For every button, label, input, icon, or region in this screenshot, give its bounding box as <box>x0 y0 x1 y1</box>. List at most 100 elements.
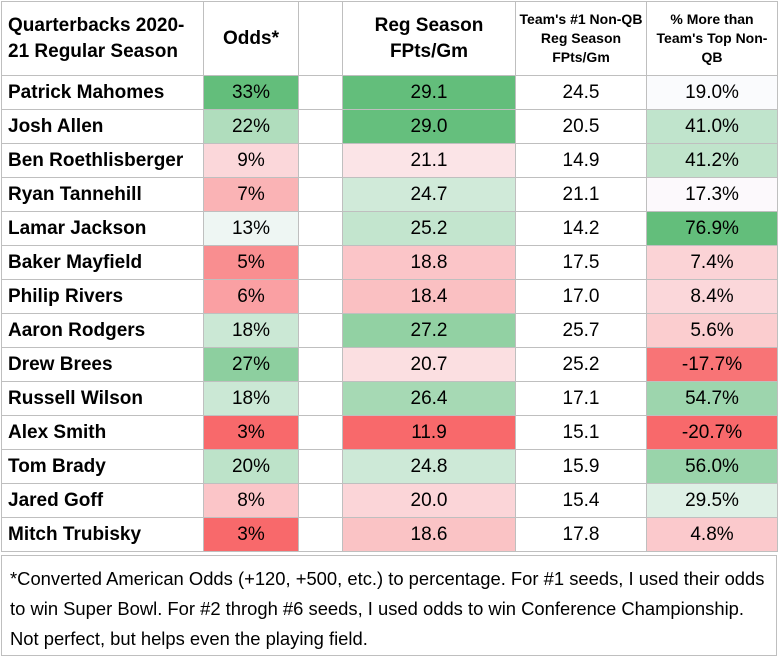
non-qb-cell: 15.9 <box>515 449 647 484</box>
spacer-cell <box>298 143 343 178</box>
pct-more-cell: 5.6% <box>646 313 778 348</box>
table-row: Patrick Mahomes 33% 29.1 24.5 19.0% <box>1 75 778 110</box>
header-non-qb: Team's #1 Non-QB Reg Season FPts/Gm <box>515 1 647 76</box>
table-row: Jared Goff 8% 20.0 15.4 29.5% <box>1 483 778 518</box>
reg-season-cell: 29.1 <box>342 75 516 110</box>
qb-name-cell: Patrick Mahomes <box>1 75 204 110</box>
pct-more-cell: 56.0% <box>646 449 778 484</box>
odds-cell: 7% <box>203 177 299 212</box>
header-row: Quarterbacks 2020-21 Regular Season Odds… <box>1 1 778 76</box>
reg-season-cell: 20.7 <box>342 347 516 382</box>
pct-more-cell: 41.0% <box>646 109 778 144</box>
odds-cell: 20% <box>203 449 299 484</box>
table-row: Lamar Jackson 13% 25.2 14.2 76.9% <box>1 211 778 246</box>
pct-more-cell: 76.9% <box>646 211 778 246</box>
header-odds: Odds* <box>203 1 299 76</box>
pct-more-cell: 8.4% <box>646 279 778 314</box>
pct-more-cell: -17.7% <box>646 347 778 382</box>
non-qb-cell: 17.0 <box>515 279 647 314</box>
table-body: Patrick Mahomes 33% 29.1 24.5 19.0% Josh Alle… <box>1 75 778 552</box>
non-qb-cell: 15.1 <box>515 415 647 450</box>
non-qb-cell: 21.1 <box>515 177 647 212</box>
qb-name-cell: Russell Wilson <box>1 381 204 416</box>
odds-cell: 3% <box>203 415 299 450</box>
spacer-cell <box>298 211 343 246</box>
reg-season-cell: 24.7 <box>342 177 516 212</box>
table-row: Ben Roethlisberger 9% 21.1 14.9 41.2% <box>1 143 778 178</box>
odds-cell: 22% <box>203 109 299 144</box>
non-qb-cell: 20.5 <box>515 109 647 144</box>
odds-cell: 5% <box>203 245 299 280</box>
odds-cell: 13% <box>203 211 299 246</box>
reg-season-cell: 25.2 <box>342 211 516 246</box>
qb-name-cell: Mitch Trubisky <box>1 517 204 552</box>
table-row: Russell Wilson 18% 26.4 17.1 54.7% <box>1 381 778 416</box>
table-row: Drew Brees 27% 20.7 25.2 -17.7% <box>1 347 778 382</box>
spacer-cell <box>298 483 343 518</box>
table-row: Mitch Trubisky 3% 18.6 17.8 4.8% <box>1 517 778 552</box>
table-row: Alex Smith 3% 11.9 15.1 -20.7% <box>1 415 778 450</box>
footnote: *Converted American Odds (+120, +500, et… <box>1 555 777 656</box>
spacer-cell <box>298 279 343 314</box>
pct-more-cell: 17.3% <box>646 177 778 212</box>
spacer-cell <box>298 177 343 212</box>
pct-more-cell: 29.5% <box>646 483 778 518</box>
pct-more-cell: 41.2% <box>646 143 778 178</box>
qb-name-cell: Josh Allen <box>1 109 204 144</box>
table-row: Baker Mayfield 5% 18.8 17.5 7.4% <box>1 245 778 280</box>
spacer-cell <box>298 381 343 416</box>
odds-cell: 6% <box>203 279 299 314</box>
non-qb-cell: 14.2 <box>515 211 647 246</box>
qb-name-cell: Ryan Tannehill <box>1 177 204 212</box>
odds-cell: 18% <box>203 381 299 416</box>
reg-season-cell: 18.8 <box>342 245 516 280</box>
odds-cell: 9% <box>203 143 299 178</box>
qb-name-cell: Tom Brady <box>1 449 204 484</box>
header-name: Quarterbacks 2020-21 Regular Season <box>1 1 204 76</box>
spacer-cell <box>298 313 343 348</box>
spacer-cell <box>298 415 343 450</box>
non-qb-cell: 14.9 <box>515 143 647 178</box>
reg-season-cell: 26.4 <box>342 381 516 416</box>
spacer-cell <box>298 109 343 144</box>
spacer-cell <box>298 347 343 382</box>
non-qb-cell: 17.5 <box>515 245 647 280</box>
spacer-cell <box>298 75 343 110</box>
table-row: Josh Allen 22% 29.0 20.5 41.0% <box>1 109 778 144</box>
table-row: Philip Rivers 6% 18.4 17.0 8.4% <box>1 279 778 314</box>
qb-name-cell: Aaron Rodgers <box>1 313 204 348</box>
pct-more-cell: 19.0% <box>646 75 778 110</box>
qb-name-cell: Jared Goff <box>1 483 204 518</box>
qb-table: Quarterbacks 2020-21 Regular Season Odds… <box>1 1 778 552</box>
pct-more-cell: 4.8% <box>646 517 778 552</box>
pct-more-cell: 7.4% <box>646 245 778 280</box>
reg-season-cell: 18.4 <box>342 279 516 314</box>
reg-season-cell: 29.0 <box>342 109 516 144</box>
odds-cell: 18% <box>203 313 299 348</box>
odds-cell: 8% <box>203 483 299 518</box>
spacer-cell <box>298 517 343 552</box>
reg-season-cell: 20.0 <box>342 483 516 518</box>
pct-more-cell: -20.7% <box>646 415 778 450</box>
qb-name-cell: Alex Smith <box>1 415 204 450</box>
reg-season-cell: 24.8 <box>342 449 516 484</box>
non-qb-cell: 25.2 <box>515 347 647 382</box>
non-qb-cell: 25.7 <box>515 313 647 348</box>
pct-more-cell: 54.7% <box>646 381 778 416</box>
non-qb-cell: 17.8 <box>515 517 647 552</box>
spacer-cell <box>298 449 343 484</box>
non-qb-cell: 17.1 <box>515 381 647 416</box>
non-qb-cell: 24.5 <box>515 75 647 110</box>
non-qb-cell: 15.4 <box>515 483 647 518</box>
header-pct-more: % More than Team's Top Non-QB <box>646 1 778 76</box>
table-row: Aaron Rodgers 18% 27.2 25.7 5.6% <box>1 313 778 348</box>
header-spacer <box>298 1 343 76</box>
reg-season-cell: 27.2 <box>342 313 516 348</box>
header-reg-season: Reg Season FPts/Gm <box>342 1 516 76</box>
odds-cell: 3% <box>203 517 299 552</box>
odds-cell: 27% <box>203 347 299 382</box>
qb-name-cell: Lamar Jackson <box>1 211 204 246</box>
odds-cell: 33% <box>203 75 299 110</box>
qb-name-cell: Ben Roethlisberger <box>1 143 204 178</box>
